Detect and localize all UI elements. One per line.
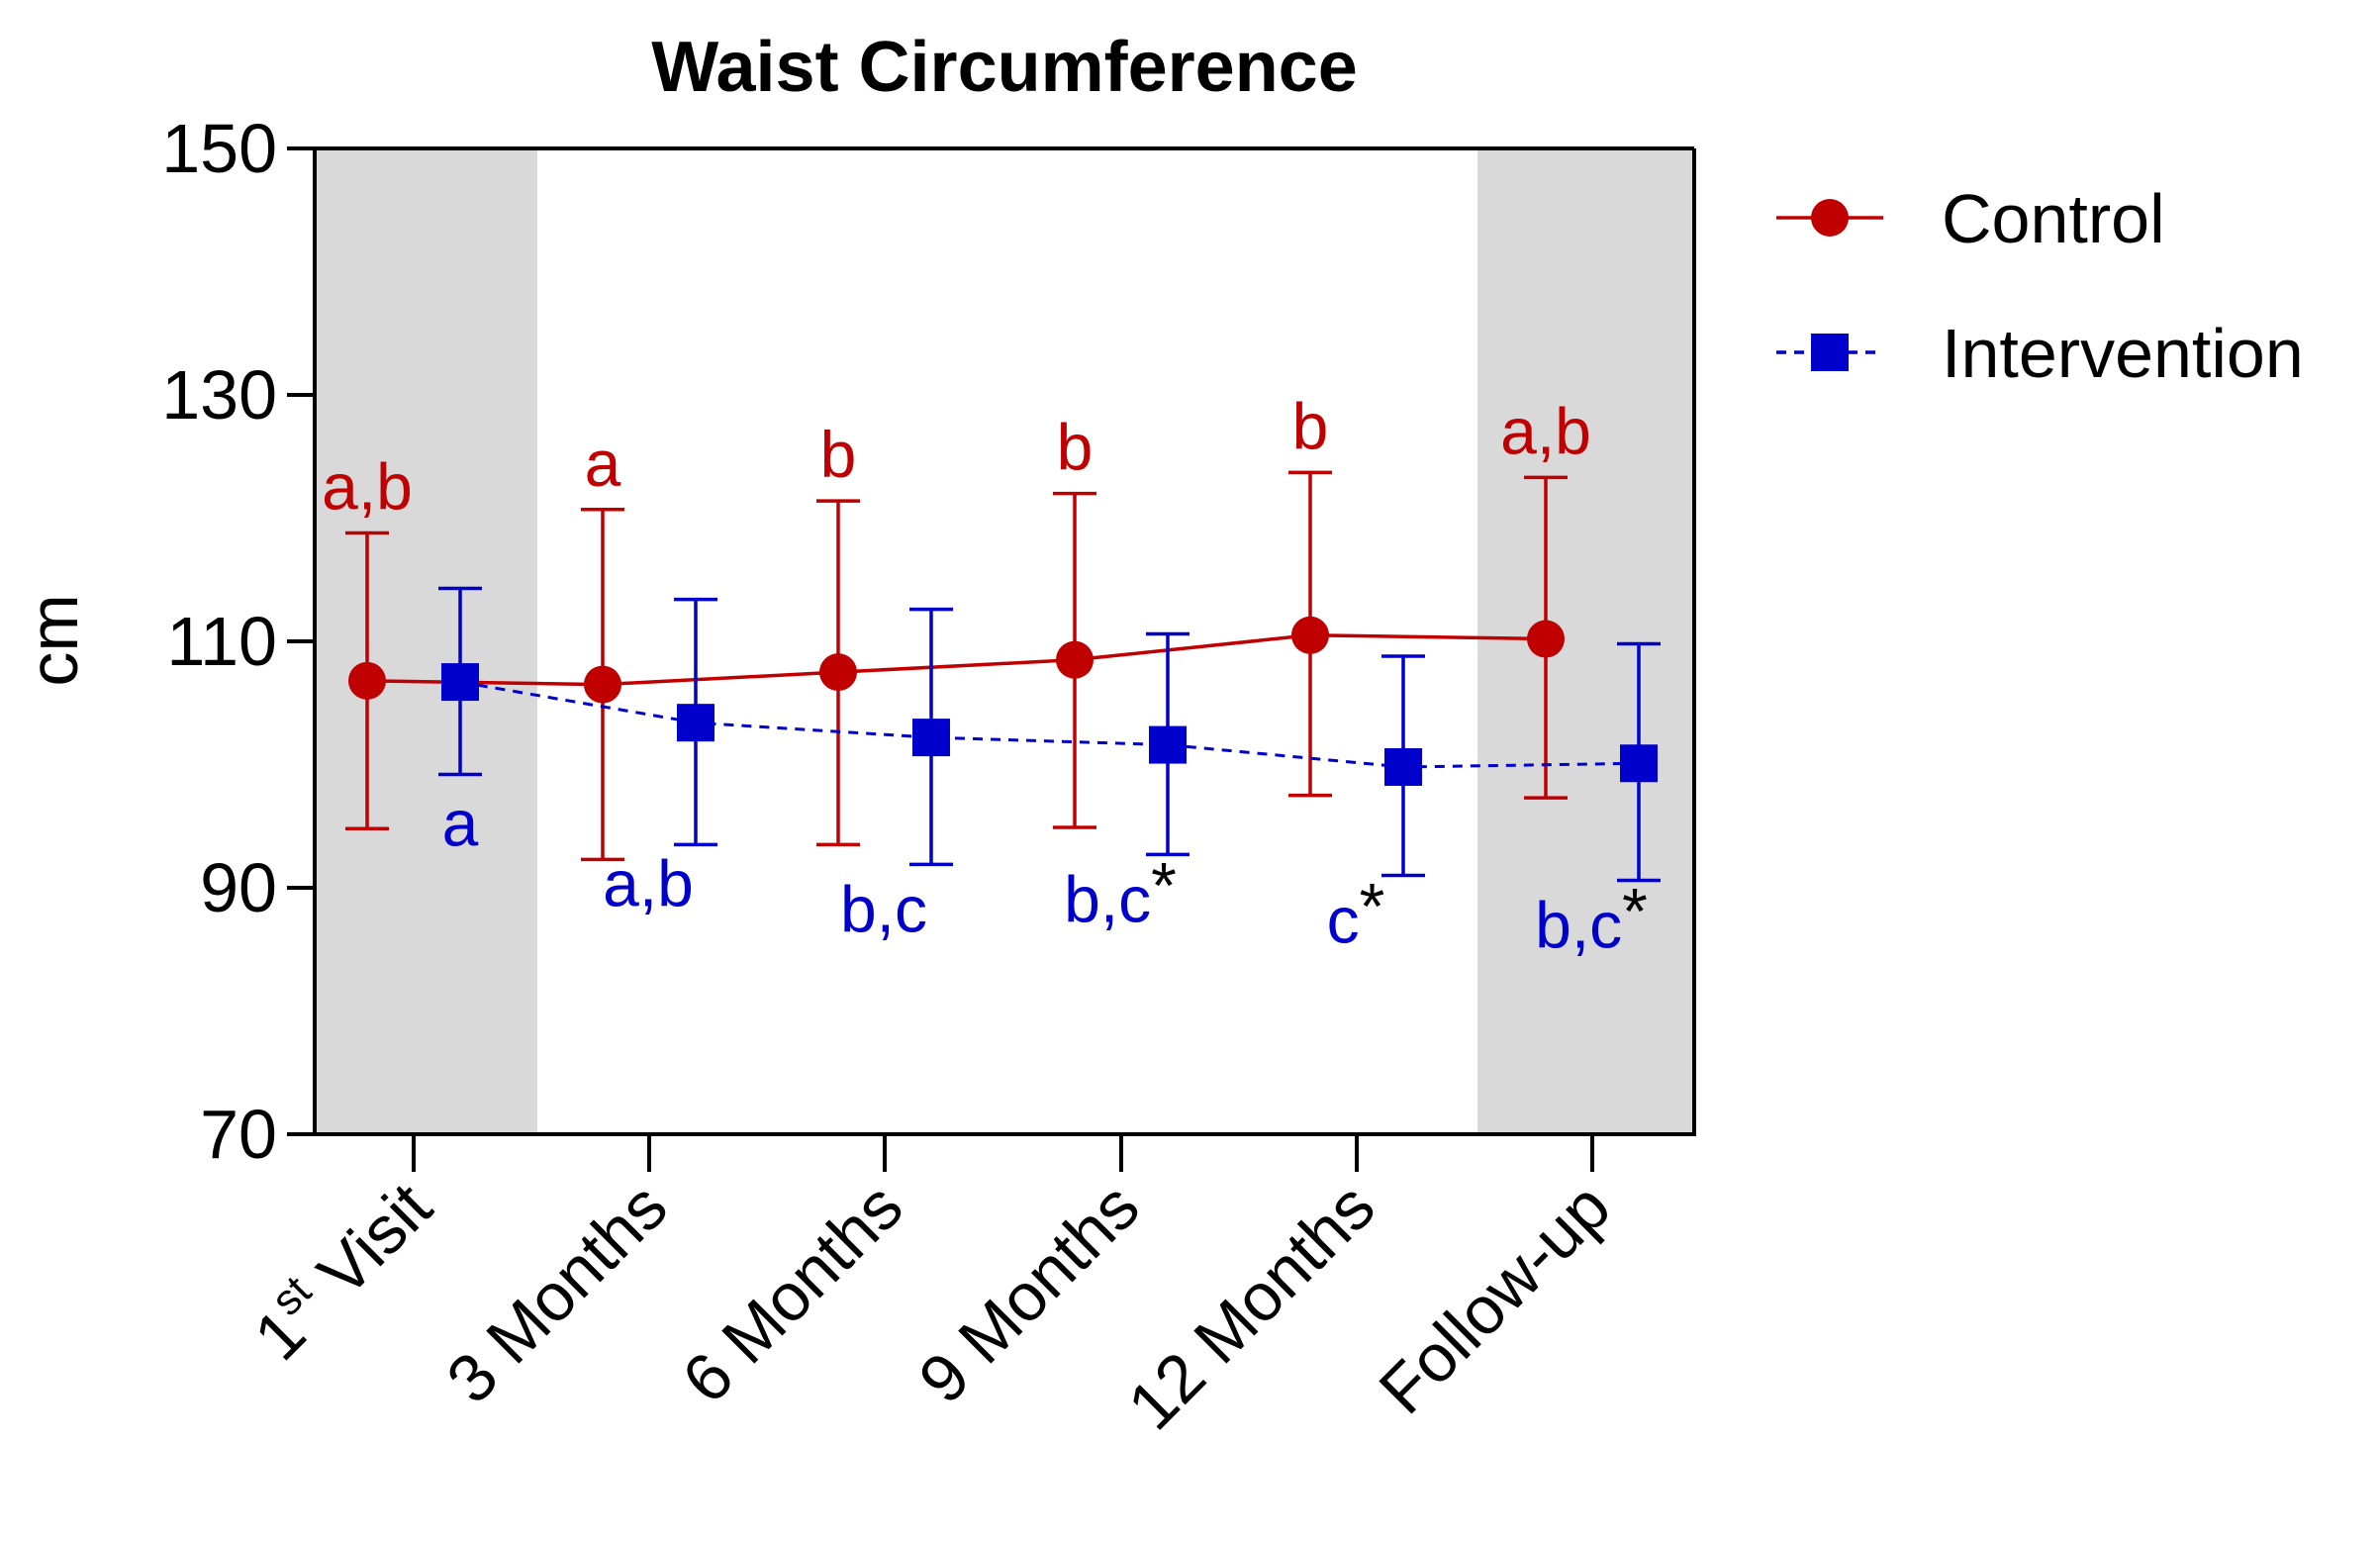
legend-label: Control [1942,180,2165,257]
x-tick-label: 3 Months [432,1169,682,1418]
annotation-label: b [1057,411,1094,484]
chart-title: Waist Circumference [651,28,1358,107]
annotation-label: a,b [1500,394,1591,467]
annotation-label: b,c* [1535,875,1648,962]
annotation-label: b [1292,389,1329,462]
y-tick-label: 70 [200,1096,277,1173]
annotation-label: c* [1327,870,1385,957]
y-axis-label: cm [15,594,92,686]
legend-item-control: Control [1776,180,2165,257]
shaded-regions [315,148,1694,1134]
data-point [584,665,621,704]
annotation-label: a [442,786,479,859]
y-tick-label: 150 [161,110,277,187]
x-tick-label: 12 Months [1113,1169,1388,1444]
x-tick-label: 1st Visit [236,1165,445,1375]
x-tick-label: 6 Months [668,1169,917,1418]
data-point [1384,747,1422,786]
legend-item-intervention: Intervention [1776,315,2304,392]
data-point [1056,640,1094,679]
data-point [819,653,857,692]
data-point [1149,725,1187,764]
x-tick-label: Follow-up [1365,1169,1624,1428]
legend: Control Intervention [1776,180,2304,392]
y-axis-ticks: 70 90 110 130 150 [161,110,315,1173]
shaded-region [315,148,537,1134]
y-tick-label: 130 [161,356,277,434]
shaded-region [1477,148,1694,1134]
data-point [348,661,386,700]
legend-marker [1811,199,1849,237]
annotation-label: a,b [322,449,413,523]
annotation-label: b,c* [1064,848,1177,935]
legend-label: Intervention [1942,315,2304,392]
y-tick-label: 90 [200,849,277,926]
data-point [677,704,714,742]
series-intervention [438,586,1661,883]
annotation-label: a [585,427,621,500]
series-layer [345,470,1661,883]
data-point [1291,616,1329,654]
data-point [1620,744,1658,783]
series-line [459,680,1640,769]
annotation-label: b,c [840,872,927,945]
data-point [441,663,479,702]
x-tick-label: 9 Months [904,1169,1154,1418]
y-tick-label: 110 [166,603,277,680]
data-point [912,719,950,757]
legend-marker [1811,334,1849,371]
significance-annotations: a,b a b b b a,b a a,b b,c b,c* c* b,c* [322,389,1648,961]
annotation-label: b [820,418,857,491]
data-point [1527,620,1565,658]
series-control [345,470,1568,862]
series-line [366,633,1547,687]
annotation-label: a,b [603,846,694,919]
